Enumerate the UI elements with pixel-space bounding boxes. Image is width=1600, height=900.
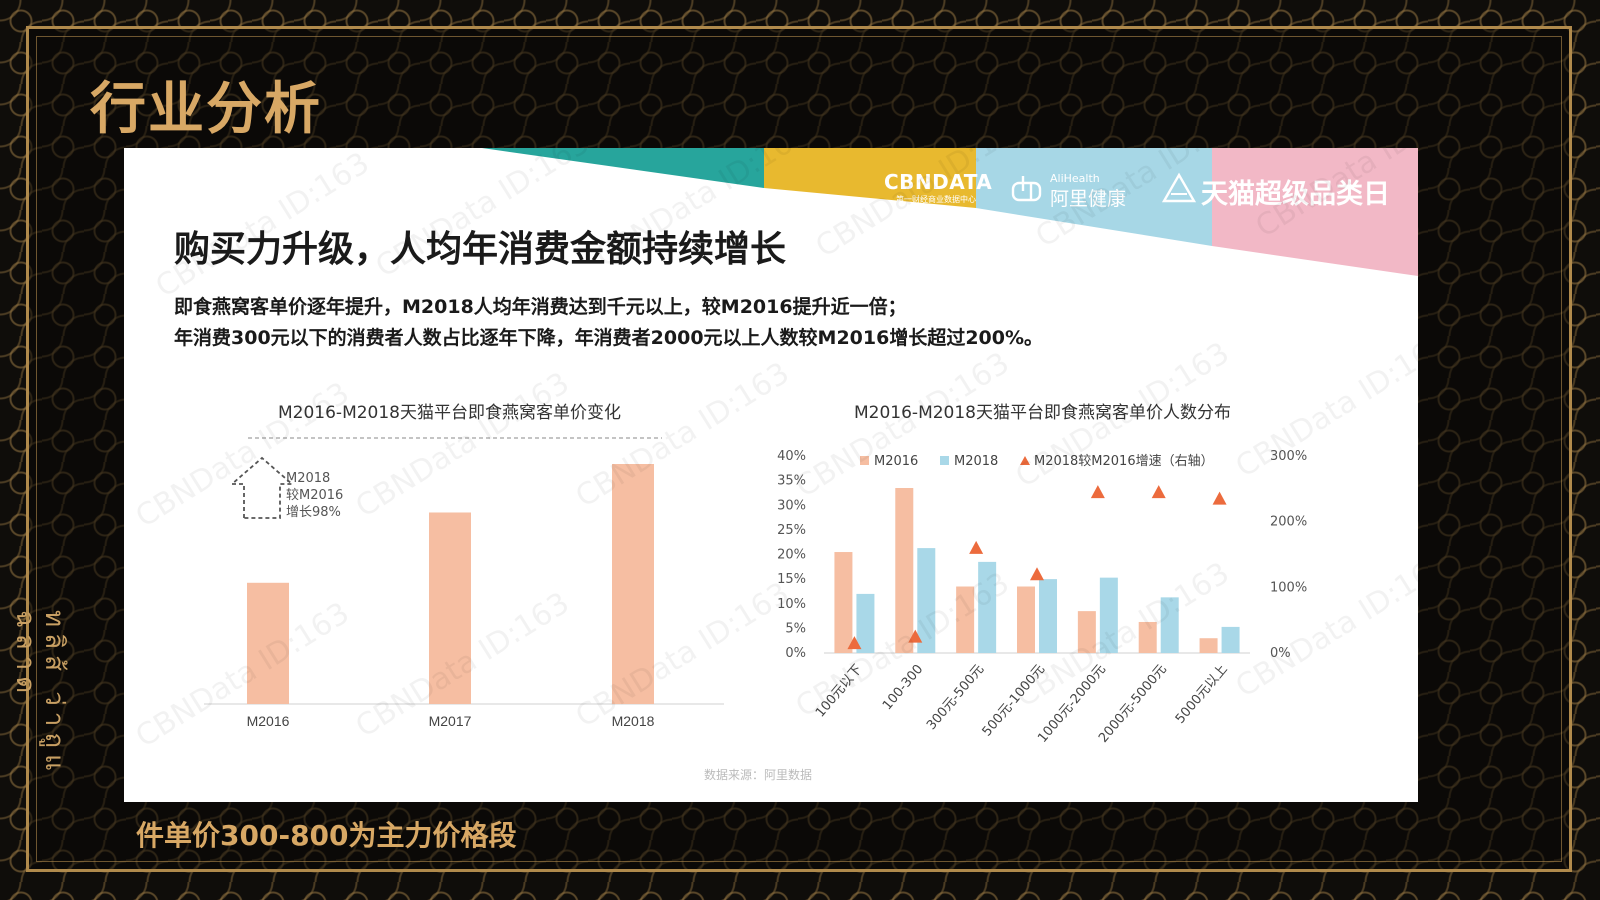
growth-annotation: 增长98% [286,505,341,520]
bar-M2018 [917,548,936,653]
x-tick-label: 2000元-5000元 [1096,662,1170,746]
legend-label: M2018较M2016增速（右轴） [1034,454,1214,469]
bar-M2016 [1199,638,1218,653]
x-tick-label: 500元-1000元 [980,662,1048,740]
bar-M2018 [856,593,875,653]
alihealth-logo: 阿里健康 [1050,188,1127,210]
bar-M2018 [978,561,997,653]
bar-M2018 [612,464,654,704]
description-line: 年消费300元以下的消费者人数占比逐年下降，年消费者2000元以上人数较M201… [174,327,1044,349]
slide-headline: 购买力升级，人均年消费金额持续增长 [174,229,787,270]
x-tick-label: 100-300 [880,662,926,713]
growth-annotation: M2018 [286,471,330,486]
y-tick-left: 35% [777,474,806,489]
y-tick-left: 5% [785,621,806,636]
cbndata-logo: CBNDATA [884,170,993,194]
description-line: 即食燕窝客单价逐年提升，M2018人均年消费达到千元以上，较M2016提升近一倍… [174,296,907,318]
banner-stripe-yellow [764,148,976,208]
x-tick-label: M2018 [612,713,655,729]
y-tick-right: 200% [1270,515,1307,530]
bar-M2016 [247,582,289,704]
slide-description: 即食燕窝客单价逐年提升，M2018人均年消费达到千元以上，较M2016提升近一倍… [174,292,1043,354]
legend-label: M2018 [954,454,998,469]
y-tick-right: 300% [1270,449,1307,464]
bar-M2018 [1160,597,1179,653]
growth-marker [1090,485,1105,499]
alihealth-logo-en: AliHealth [1050,172,1100,185]
inner-frame [36,36,1562,862]
data-source: 数据来源：阿里数据 [704,768,813,782]
banner-stripe-blue [976,148,1212,246]
growth-marker [1212,491,1227,505]
bar-M2016 [895,488,914,653]
bar-M2016 [1017,586,1035,653]
x-tick-label: 300元-500元 [924,662,987,733]
growth-marker [969,540,984,554]
bar-M2018 [1221,626,1240,653]
report-slide: CBNDATA 第一财经商业数据中心 AliHealth 阿里健康 天猫超级品类… [124,148,1418,802]
y-tick-left: 30% [777,498,806,513]
y-tick-left: 20% [777,548,806,563]
side-decoration: ทลิส้ ว่าถูแ ฉลาด [10,610,68,777]
y-tick-left: 0% [785,646,806,661]
brand-banner [482,148,1418,276]
bar-M2016 [1138,621,1157,653]
banner-stripe-teal [482,148,764,188]
y-tick-right: 0% [1270,646,1291,661]
legend-swatch [940,456,949,465]
distribution-chart: 0% 5% 10% 15% 20% 25% 30% 35% 40% 0% 100% 200% 300% 1… [777,449,1307,746]
alihealth-icon [1011,176,1042,202]
growth-arrow-icon [229,456,295,519]
chart-title-left: M2016-M2018天猫平台即食燕窝客单价变化 [278,403,621,423]
bar-M2016 [956,586,975,653]
y-tick-left: 10% [777,597,806,612]
legend-label: M2016 [874,454,918,469]
x-tick-label: 100元以下 [813,662,866,721]
page-title: 行业分析 [90,77,322,142]
legend-swatch [860,456,869,465]
y-tick-left: 40% [777,449,806,464]
legend-marker [1020,456,1030,465]
y-tick-left: 15% [777,572,806,587]
bar-M2018 [1039,579,1057,653]
x-tick-label: M2017 [429,713,472,729]
growth-annotation: 较M2016 [286,488,343,503]
tmall-logo: 天猫超级品类日 [1201,179,1390,210]
bar-M2016 [1077,611,1096,653]
y-tick-left: 25% [777,523,806,538]
price-change-chart: M2016 M2017 M2018 M2018 较M2016 增长98% [204,437,724,729]
growth-marker [1151,485,1166,499]
chart-title-right: M2016-M2018天猫平台即食燕窝客单价人数分布 [854,403,1231,423]
cbndata-logo-subtitle: 第一财经商业数据中心 [896,195,976,204]
bar-M2018 [1099,577,1118,653]
growth-marker [847,636,862,650]
tmall-triangle-icon [1161,172,1197,203]
growth-marker [908,629,923,643]
x-tick-label: 5000元以上 [1173,662,1231,727]
bar-M2016 [834,552,853,653]
growth-marker [1030,567,1044,581]
x-tick-label: M2016 [247,713,290,729]
bar-M2017 [429,512,471,704]
bottom-caption: 件单价300-800为主力价格段 [136,819,517,852]
y-tick-right: 100% [1270,580,1307,595]
banner-stripe-pink [1212,148,1418,276]
